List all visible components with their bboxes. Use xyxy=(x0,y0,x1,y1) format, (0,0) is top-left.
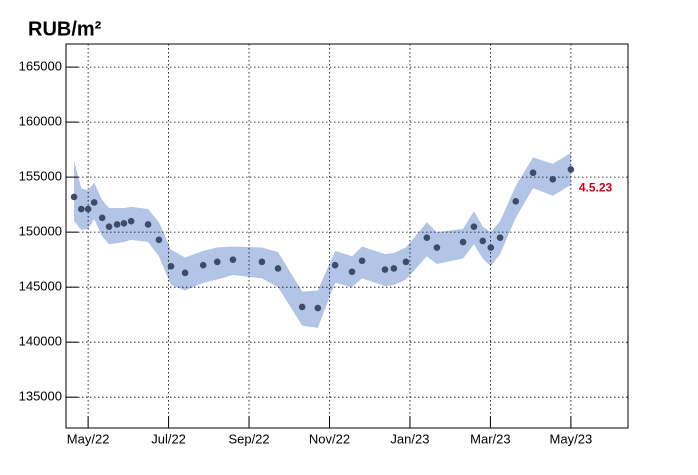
point xyxy=(529,169,537,177)
point xyxy=(314,304,322,312)
point xyxy=(258,258,266,266)
x-tick-label: Jul/22 xyxy=(151,431,186,446)
x-tick-label: May/22 xyxy=(67,431,110,446)
point xyxy=(84,205,92,213)
y-tick-label: 135000 xyxy=(19,389,62,404)
point xyxy=(213,258,221,266)
point xyxy=(229,256,237,263)
point xyxy=(549,176,557,183)
chart-title: RUB/m² xyxy=(28,18,102,40)
point xyxy=(144,221,152,228)
x-tick-label: May/23 xyxy=(550,431,593,446)
point xyxy=(381,266,389,273)
x-tick-label: Sep/22 xyxy=(228,431,269,446)
x-tick-label: Nov/22 xyxy=(309,431,350,446)
point xyxy=(127,217,135,225)
y-tick-label: 145000 xyxy=(19,279,62,294)
plot-frame xyxy=(65,43,629,429)
point xyxy=(77,205,85,213)
point xyxy=(512,198,520,205)
point xyxy=(496,234,504,241)
y-tick-label: 150000 xyxy=(19,224,62,239)
point xyxy=(470,223,478,230)
x-tick-label: Jan/23 xyxy=(390,431,429,446)
point xyxy=(423,234,431,241)
y-tick-label: 155000 xyxy=(19,169,62,184)
point xyxy=(331,261,339,269)
point xyxy=(167,262,175,270)
point xyxy=(487,244,495,251)
point xyxy=(298,303,306,311)
annotation: 4.5.23 xyxy=(579,181,613,195)
point xyxy=(113,221,121,228)
point xyxy=(567,166,575,173)
point xyxy=(348,268,356,276)
point xyxy=(181,269,189,277)
point xyxy=(105,223,113,230)
point xyxy=(274,265,282,272)
y-tick-label: 165000 xyxy=(19,59,62,74)
point xyxy=(390,265,398,272)
point xyxy=(70,193,78,201)
point xyxy=(459,238,467,246)
point xyxy=(155,236,163,244)
point xyxy=(90,199,98,206)
point xyxy=(199,261,207,269)
point xyxy=(120,220,128,227)
point xyxy=(433,244,441,251)
confidence-band xyxy=(74,152,571,328)
point xyxy=(98,214,106,222)
point xyxy=(358,257,366,265)
y-tick-label: 160000 xyxy=(19,114,62,129)
point xyxy=(402,258,410,266)
y-tick-label: 140000 xyxy=(19,334,62,349)
point xyxy=(479,237,487,245)
x-tick-label: Mar/23 xyxy=(470,431,510,446)
